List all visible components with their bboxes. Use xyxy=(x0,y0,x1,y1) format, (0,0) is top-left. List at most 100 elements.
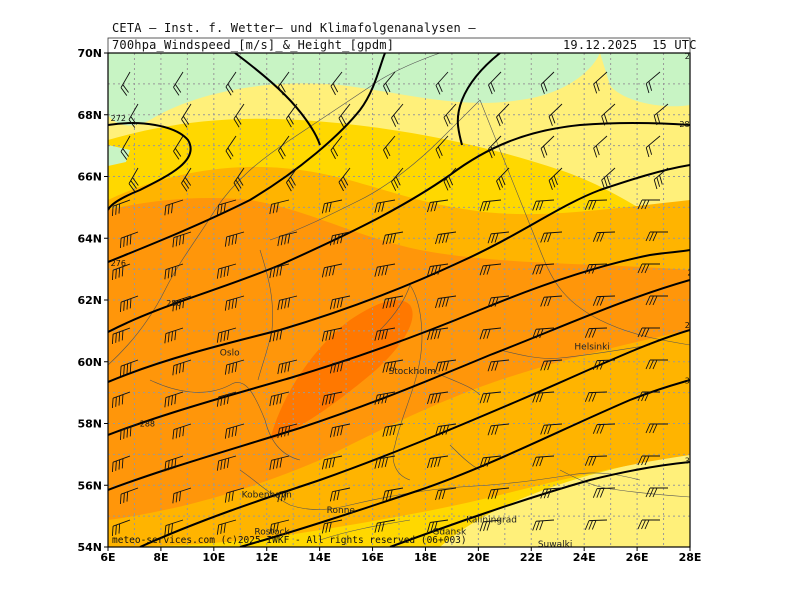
wind-barb xyxy=(164,263,184,280)
contour-labels: 272 276 280 288 284 28 2 29 30 30 xyxy=(111,53,695,466)
wind-barb xyxy=(374,263,396,277)
wind-barb xyxy=(443,167,457,191)
wind-barb xyxy=(216,263,237,279)
wind-barb xyxy=(435,359,457,373)
wind-barb xyxy=(532,263,555,275)
wind-barb xyxy=(427,391,449,405)
city-label: Ronne xyxy=(327,506,356,516)
wind-barb xyxy=(277,359,298,375)
wind-barb xyxy=(164,455,184,472)
wind-barb xyxy=(540,423,563,435)
wind-barb xyxy=(216,327,237,343)
lat-label: 56N xyxy=(77,479,102,492)
wind-barb xyxy=(329,359,351,374)
wind-barb xyxy=(278,135,290,160)
wind-barb xyxy=(427,519,449,533)
lat-label: 66N xyxy=(77,171,102,184)
wind-barb xyxy=(224,423,245,439)
wind-barb xyxy=(435,423,457,437)
wind-barb xyxy=(645,231,668,242)
wind-barb xyxy=(172,231,192,248)
wind-barb xyxy=(435,135,449,159)
wind-barb xyxy=(637,519,660,530)
lon-label: 16E xyxy=(361,551,384,564)
wind-barb xyxy=(653,167,669,190)
lat-label: 62N xyxy=(77,294,102,307)
wind-barb xyxy=(383,135,396,159)
wind-barb xyxy=(216,199,237,215)
wind-barb xyxy=(111,263,131,281)
wind-barb xyxy=(645,71,661,94)
wind-barb xyxy=(119,359,139,377)
contour-label: 30 xyxy=(685,376,695,385)
wind-barb xyxy=(233,103,245,128)
wind-barb xyxy=(278,71,290,96)
wind-barb xyxy=(601,167,616,190)
wind-barb xyxy=(592,487,616,498)
wind-barb xyxy=(120,135,131,160)
wind-barb xyxy=(427,455,449,469)
wind-barb xyxy=(584,199,608,210)
wind-barb xyxy=(286,167,298,192)
wind-barb xyxy=(181,103,192,128)
wind-barb xyxy=(119,487,139,505)
wind-barb xyxy=(427,263,449,277)
wind-barb xyxy=(330,71,343,96)
lat-label: 60N xyxy=(77,356,102,369)
lon-label: 8E xyxy=(153,551,168,564)
wind-barb xyxy=(173,135,184,160)
contour-label: 272 xyxy=(111,114,126,123)
wind-barb xyxy=(111,199,131,217)
axes: 54N 56N 58N 60N 62N 64N 66N 68N 70N 6E 8E 10E 12E 14E… xyxy=(77,47,701,564)
field-green-north xyxy=(108,53,600,126)
wind-barb xyxy=(645,487,668,498)
wind-barb xyxy=(532,391,555,403)
lon-label: 12E xyxy=(255,551,278,564)
city-label: Kaliningrad xyxy=(466,515,517,525)
wind-barb xyxy=(329,295,351,310)
wind-barb xyxy=(111,391,131,409)
city-label: Kobenhavn xyxy=(242,491,292,501)
wind-barb xyxy=(592,359,616,370)
wind-barb xyxy=(269,199,290,215)
wind-barb xyxy=(225,71,237,96)
wind-barb xyxy=(119,231,139,249)
wind-barb xyxy=(172,295,192,312)
source-title: CETA — Inst. f. Wetter— und Klimafolgena… xyxy=(112,21,476,35)
lat-label: 64N xyxy=(77,232,102,245)
city-label: Gdansk xyxy=(432,528,467,538)
wind-barb xyxy=(111,327,131,345)
wind-barb xyxy=(637,455,660,466)
wind-barb xyxy=(548,103,563,126)
wind-barb xyxy=(277,231,298,247)
coastlines xyxy=(108,53,690,541)
wind-barb xyxy=(374,455,396,469)
lat-label: 68N xyxy=(77,109,102,122)
wind-barb xyxy=(119,423,139,441)
wind-barb xyxy=(592,423,616,434)
product-title: 700hpa_Windspeed_[m/s]_&_Height_[gpdm] xyxy=(112,38,395,52)
wind-barb xyxy=(496,103,510,127)
lat-label: 58N xyxy=(77,418,102,431)
wind-barb xyxy=(224,231,245,247)
wind-barb xyxy=(435,231,457,245)
wind-barb xyxy=(224,487,245,503)
wind-barb xyxy=(653,103,669,126)
wind-barb xyxy=(593,71,608,94)
lon-label: 6E xyxy=(100,551,115,564)
lat-label: 54N xyxy=(77,541,102,554)
wind-barb xyxy=(111,519,131,537)
wind-barb xyxy=(645,423,668,434)
wind-barb xyxy=(374,519,396,533)
lon-label: 18E xyxy=(414,551,437,564)
wind-barb xyxy=(120,71,131,96)
wind-barb xyxy=(435,295,457,309)
wind-barb xyxy=(601,103,616,126)
wind-barb xyxy=(427,199,449,213)
wind-barb xyxy=(382,231,404,245)
wind-barb xyxy=(330,135,343,160)
wind-barb xyxy=(269,391,290,407)
wind-barb xyxy=(269,455,290,471)
wind-barb xyxy=(435,487,457,501)
wind-barb xyxy=(427,327,449,341)
